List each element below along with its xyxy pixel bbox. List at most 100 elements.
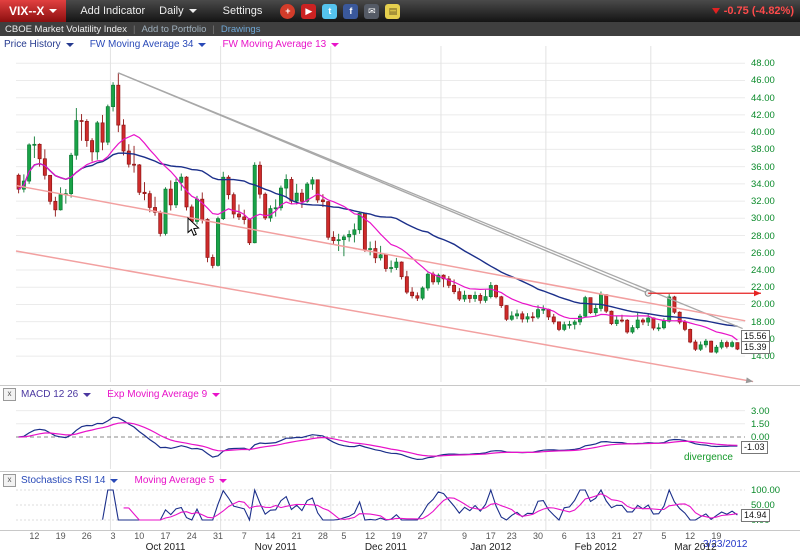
x-axis-tick-label: 21 — [291, 531, 302, 541]
ma13-label: FW Moving Average 13 — [222, 39, 327, 50]
macd-signal-dropdown[interactable]: Exp Moving Average 9 — [107, 388, 221, 401]
x-axis-tick-label: 19 — [391, 531, 402, 541]
symbol-label: VIX--X — [9, 4, 45, 18]
share-icons-group: + ▶ t f ✉ ▤ — [280, 3, 401, 19]
x-axis-tick-label: 9 — [462, 531, 468, 541]
x-axis-tick-label: 17 — [485, 531, 496, 541]
x-axis-tick-label: 27 — [417, 531, 428, 541]
price-axis-label: 46.00 — [751, 75, 775, 87]
top-toolbar: VIX--X Add Indicator Daily Settings + ▶ t f… — [0, 0, 800, 22]
last-price-badge: 15.39 — [741, 341, 770, 354]
ma34-label: FW Moving Average 34 — [89, 39, 194, 50]
x-axis-tick-label: 21 — [611, 531, 622, 541]
x-axis-month-label: Dec 2011 — [364, 542, 407, 553]
x-axis-tick-label: 10 — [134, 531, 145, 541]
period-dropdown[interactable]: Daily — [159, 5, 197, 17]
x-axis-tick-label: 24 — [186, 531, 197, 541]
youtube-icon[interactable]: ▶ — [301, 3, 317, 19]
price-history-label: Price History — [4, 39, 61, 50]
price-axis-label: 44.00 — [751, 92, 775, 104]
macd-axis-label: 3.00 — [751, 405, 770, 417]
add-to-portfolio-button[interactable]: Add to Portfolio — [141, 23, 207, 35]
x-axis-tick-label: 28 — [317, 531, 328, 541]
price-axis-label: 26.00 — [751, 247, 775, 259]
email-icon[interactable]: ✉ — [364, 3, 380, 19]
symbol-dropdown[interactable]: VIX--X — [0, 0, 67, 22]
x-axis-tick-label: 23 — [506, 531, 517, 541]
index-name-label: CBOE Market Volatility Index — [5, 23, 127, 35]
x-axis-tick-label: 19 — [711, 531, 722, 541]
separator: | — [212, 23, 215, 35]
x-axis-tick-label: 17 — [160, 531, 171, 541]
facebook-icon[interactable]: f — [343, 3, 359, 19]
ma13-dropdown[interactable]: FW Moving Average 13 — [222, 39, 340, 50]
current-date-label: 3/23/2012 — [703, 539, 748, 550]
chevron-down-icon — [219, 478, 228, 483]
macd-signal-label: Exp Moving Average 9 — [107, 389, 208, 400]
price-history-dropdown[interactable]: Price History — [4, 39, 74, 50]
macd-panel-header: x MACD 12 26 Exp Moving Average 9 — [3, 388, 221, 401]
separator: | — [132, 23, 136, 35]
price-axis-label: 38.00 — [751, 144, 775, 156]
x-axis-tick-label: 12 — [29, 531, 40, 541]
chevron-down-icon — [212, 392, 221, 397]
x-axis-tick-label: 27 — [632, 531, 643, 541]
x-axis-tick-label: 5 — [341, 531, 347, 541]
stoch-axis-label: 100.00 — [751, 485, 781, 496]
chevron-down-icon — [198, 42, 207, 47]
x-axis-tick-label: 5 — [661, 531, 667, 541]
x-axis-tick-label: 26 — [81, 531, 92, 541]
price-axis-label: 14.00 — [751, 351, 775, 363]
chevron-down-icon — [331, 42, 340, 47]
x-axis-tick-label: 31 — [212, 531, 223, 541]
stoch-ma-label: Moving Average 5 — [134, 475, 215, 486]
ma34-dropdown[interactable]: FW Moving Average 34 — [90, 39, 207, 50]
price-axis-label: 36.00 — [751, 161, 775, 173]
price-axis-label: 18.00 — [751, 316, 775, 328]
chevron-down-icon — [188, 9, 197, 13]
chevron-down-icon — [83, 392, 92, 397]
annotation-icon[interactable]: ▤ — [385, 3, 401, 19]
price-axis-label: 42.00 — [751, 109, 775, 121]
price-axis-label: 30.00 — [751, 213, 775, 225]
symbol-subbar: CBOE Market Volatility Index | Add to Po… — [0, 22, 800, 36]
chevron-down-icon — [65, 42, 74, 47]
divergence-annotation: divergence — [684, 452, 733, 463]
add-indicator-button[interactable]: Add Indicator — [80, 5, 146, 17]
price-axis-label: 40.00 — [751, 127, 775, 139]
x-axis-tick-label: 14 — [265, 531, 276, 541]
stoch-title: Stochastics RSI 14 — [21, 475, 106, 486]
close-stoch-panel-button[interactable]: x — [3, 474, 16, 487]
macd-axis-label: 0.00 — [751, 432, 770, 443]
change-down-icon — [711, 8, 720, 14]
settings-button[interactable]: Settings — [222, 5, 263, 17]
x-axis-tick-label: 12 — [365, 531, 376, 541]
price-axis-label: 34.00 — [751, 178, 775, 190]
x-axis-tick-label: 12 — [685, 531, 696, 541]
macd-dropdown[interactable]: MACD 12 26 — [21, 389, 92, 400]
macd-title: MACD 12 26 — [21, 389, 79, 400]
stoch-ma-dropdown[interactable]: Moving Average 5 — [134, 474, 228, 487]
x-axis-month-label: Nov 2011 — [254, 542, 297, 553]
googleplus-icon[interactable]: + — [280, 3, 296, 19]
drawings-button[interactable]: Drawings — [220, 23, 261, 35]
x-axis-month-label: Oct 2011 — [145, 542, 186, 553]
close-macd-panel-button[interactable]: x — [3, 388, 16, 401]
stoch-value-badge: 14.94 — [741, 509, 770, 522]
chevron-down-icon — [110, 478, 119, 483]
x-axis-tick-label: 6 — [561, 531, 567, 541]
price-axis-label: 20.00 — [751, 299, 775, 311]
x-axis-tick-label: 19 — [55, 531, 66, 541]
x-axis-tick-label: 30 — [532, 531, 544, 541]
stoch-panel-header: x Stochastics RSI 14 Moving Average 5 — [3, 474, 228, 487]
stoch-dropdown[interactable]: Stochastics RSI 14 — [21, 475, 119, 486]
twitter-icon[interactable]: t — [322, 3, 338, 19]
mouse-cursor — [187, 216, 200, 236]
macd-value-badge: -1.03 — [741, 441, 768, 454]
x-axis-tick-label: 7 — [241, 531, 247, 541]
change-value: -0.75 (-4.82%) — [723, 5, 794, 17]
price-panel-legend: Price History FW Moving Average 34 FW Mo… — [4, 39, 340, 50]
x-axis-tick-label: 13 — [585, 531, 596, 541]
